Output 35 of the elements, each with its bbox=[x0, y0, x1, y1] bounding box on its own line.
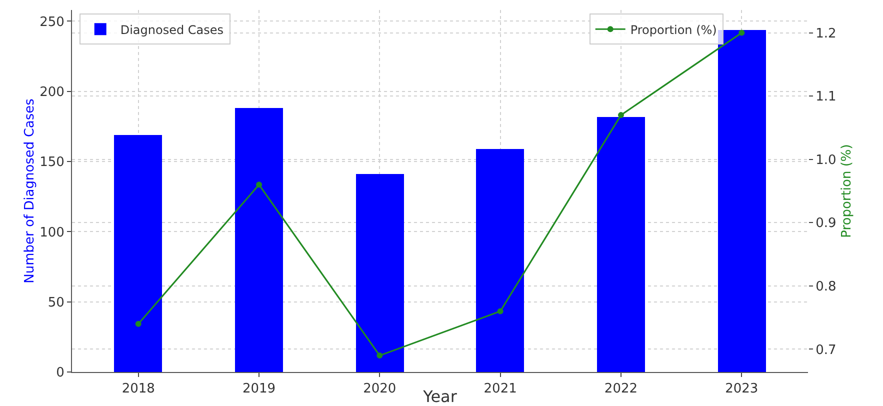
y-tick-label: 0 bbox=[56, 366, 64, 381]
x-tick-label: 2021 bbox=[484, 382, 517, 397]
y2-tick-label: 1.1 bbox=[816, 90, 836, 105]
y2-tick-label: 1.2 bbox=[816, 26, 836, 42]
y2-tick-label: 0.8 bbox=[816, 279, 836, 294]
x-tick-label: 2020 bbox=[363, 382, 396, 397]
bar bbox=[718, 30, 766, 372]
bar bbox=[356, 174, 404, 372]
x-tick-label: 2018 bbox=[122, 382, 155, 397]
bar bbox=[476, 149, 524, 372]
point bbox=[135, 320, 142, 327]
y-tick-label: 100 bbox=[40, 225, 64, 240]
point bbox=[497, 308, 504, 314]
x-tick-label: 2022 bbox=[604, 382, 638, 397]
y2-axis-title: Proportion (%) bbox=[840, 144, 854, 238]
bar bbox=[235, 108, 283, 372]
point bbox=[256, 182, 262, 188]
y-axis-title: Number of Diagnosed Cases bbox=[22, 98, 38, 284]
x-axis-title: Year bbox=[422, 387, 458, 406]
bar bbox=[114, 135, 162, 372]
x-tick-label: 2019 bbox=[242, 382, 276, 397]
point bbox=[738, 30, 745, 36]
y2-tick-label: 0.9 bbox=[816, 216, 836, 232]
y-tick-label: 150 bbox=[40, 155, 64, 170]
y-tick-label: 50 bbox=[48, 295, 64, 310]
point bbox=[618, 112, 624, 118]
point bbox=[376, 352, 383, 359]
x-tick-label: 2023 bbox=[725, 382, 758, 397]
y-tick-label: 250 bbox=[40, 14, 64, 30]
y2-tick-label: 1.0 bbox=[816, 152, 836, 168]
bar bbox=[597, 117, 645, 372]
legend-label: Diagnosed Cases bbox=[120, 22, 224, 37]
y-tick-label: 200 bbox=[40, 84, 64, 100]
y2-tick-label: 0.7 bbox=[816, 342, 836, 358]
legend-label: Proportion (%) bbox=[630, 22, 717, 37]
